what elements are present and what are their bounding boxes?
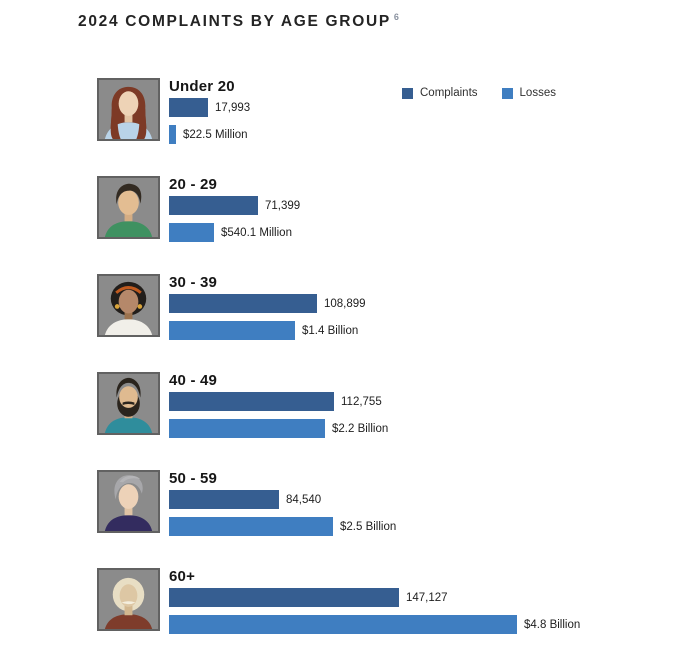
avatar-under-20-young-woman-icon: [97, 78, 160, 141]
legend: Complaints Losses: [402, 87, 556, 99]
legend-label-complaints: Complaints: [420, 87, 478, 99]
complaints-bar: [169, 490, 279, 509]
complaints-value-label: 112,755: [341, 395, 382, 408]
age-group-row-30-39: 30 - 39 108,899 $1.4 Billion: [97, 274, 366, 340]
age-group-label: 40 - 49: [169, 372, 218, 389]
losses-value-label: $2.5 Billion: [340, 520, 397, 533]
age-group-row-40-49: 40 - 49 112,755 $2.2 Billion: [97, 372, 388, 438]
avatar-20-29-young-man-icon: [97, 176, 160, 239]
age-group-label: Under 20: [169, 78, 235, 95]
avatar-30-39-woman-headband-icon: [97, 274, 160, 337]
page-title: 2024 COMPLAINTS BY AGE GROUP 6: [78, 12, 399, 31]
complaints-value-label: 84,540: [286, 493, 322, 506]
losses-bar: [169, 615, 517, 634]
legend-item-losses: Losses: [501, 87, 556, 99]
complaints-bar: [169, 294, 317, 313]
age-group-label: 50 - 59: [169, 470, 218, 487]
losses-bar: [169, 321, 295, 340]
complaints-value-label: 147,127: [406, 591, 448, 604]
losses-value-label: $22.5 Million: [183, 128, 248, 141]
losses-color-swatch-icon: [501, 87, 513, 99]
losses-bar: [169, 517, 333, 536]
losses-value-label: $1.4 Billion: [302, 324, 359, 337]
losses-value-label: $4.8 Billion: [524, 618, 581, 631]
footnote-marker: 6: [393, 12, 399, 22]
losses-value-label: $540.1 Million: [221, 226, 292, 239]
losses-bar: [169, 125, 176, 144]
complaints-value-label: 108,899: [324, 297, 366, 310]
age-group-label: 30 - 39: [169, 274, 218, 291]
losses-bar: [169, 419, 325, 438]
complaints-value-label: 71,399: [265, 199, 301, 212]
legend-label-losses: Losses: [519, 87, 556, 99]
age-group-label: 60+: [169, 568, 196, 585]
page-title-text: 2024 COMPLAINTS BY AGE GROUP: [78, 13, 391, 31]
complaints-bar: [169, 392, 334, 411]
complaints-bar: [169, 588, 399, 607]
age-group-row-50-59: 50 - 59 84,540 $2.5 Billion: [97, 470, 396, 536]
avatar-60-plus-elderly-man-icon: [97, 568, 160, 631]
avatar-40-49-bearded-man-icon: [97, 372, 160, 435]
complaints-value-label: 17,993: [215, 101, 251, 114]
age-group-row-60-plus: 60+ 147,127 $4.8 Billion: [97, 568, 580, 634]
losses-bar: [169, 223, 214, 242]
age-group-row-20-29: 20 - 29 71,399 $540.1 Million: [97, 176, 300, 242]
complaints-color-swatch-icon: [402, 87, 413, 99]
age-group-label: 20 - 29: [169, 176, 218, 193]
avatar-50-59-gray-haired-person-icon: [97, 470, 160, 533]
complaints-bar: [169, 98, 208, 117]
legend-item-complaints: Complaints: [402, 87, 478, 99]
age-group-row-under-20: Under 20 17,993 $22.5 Million: [97, 78, 250, 144]
complaints-bar: [169, 196, 258, 215]
losses-value-label: $2.2 Billion: [332, 422, 389, 435]
